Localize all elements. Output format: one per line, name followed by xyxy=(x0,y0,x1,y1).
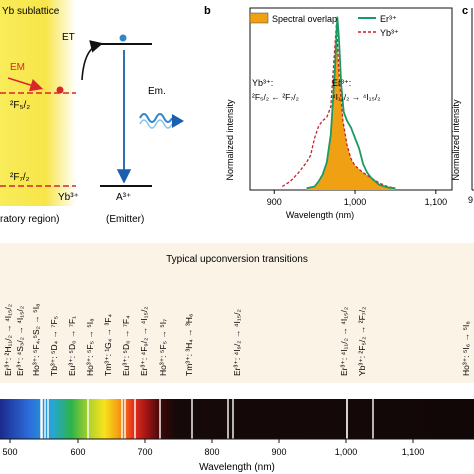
b-annotation-yb-transition: ²F₅/₂ ← ²F₇/₂ xyxy=(252,92,299,102)
labels-background xyxy=(0,243,474,383)
sensitizer-region xyxy=(0,0,76,206)
panel-spectrum: Typical upconversion transitions Er³⁺: ²… xyxy=(0,243,474,473)
lower-level-label: ²F₇/₂ xyxy=(10,172,30,183)
transition-label: Er³⁺: ⁴I₉/₂ → ⁴I₁₅/₂ xyxy=(232,309,242,376)
transition-label: Eu³⁺: ⁵D₀ → ⁷F₁ xyxy=(67,316,77,376)
legend-swatch-overlap xyxy=(249,12,269,24)
b-xlabel: Wavelength (nm) xyxy=(286,210,354,220)
upper-level-label: ²F₅/₂ xyxy=(10,100,30,111)
spectrum-xtick-label: 600 xyxy=(70,447,85,457)
transition-label: Tm³⁺: ¹G₄ → ³F₄ xyxy=(103,314,113,376)
spectrum-axis: 500 600 700 800 900 1,000 1,100 xyxy=(0,438,474,457)
transition-label: Eu³⁺: ⁵D₀ → ⁷F₄ xyxy=(121,315,131,376)
panel-c-letter: c xyxy=(462,5,468,17)
sublattice-header: Yb sublattice xyxy=(2,6,60,17)
acceptor-electron xyxy=(119,34,127,42)
region-label: ratory region) xyxy=(0,214,59,225)
emission-wave xyxy=(139,113,173,123)
b-xtick-label: 1,000 xyxy=(344,197,367,207)
transition-label: Er³⁺: ²H₁₁/₂ → ⁴I₁₅/₂ xyxy=(3,304,13,376)
connector-strip xyxy=(0,383,474,399)
series-er-line xyxy=(306,16,396,190)
emitter-label: (Emitter) xyxy=(106,214,144,225)
emission-wave-arrowhead xyxy=(172,114,184,128)
transition-label: Er³⁺: ⁴F₉/₂ → ⁴I₁₅/₂ xyxy=(139,306,149,376)
legend-label-er: Er³⁺ xyxy=(380,14,397,24)
transition-label: Ho³⁺: ⁵F₅ → ⁵I₇ xyxy=(158,319,168,376)
b-ylabel: Normalized intensity xyxy=(225,99,235,181)
em-label: EM xyxy=(10,62,25,73)
spectrum-xlabel: Wavelength (nm) xyxy=(199,462,275,473)
panel-b-letter: b xyxy=(204,5,211,17)
b-annotation-er-transition: ⁴I₁₁/₂ → ⁴I₁₅/₂ xyxy=(332,92,381,102)
spectrum-xtick-label: 800 xyxy=(204,447,219,457)
transition-label: Ho³⁺: ⁵F₄,⁵S₂ → ⁵I₈ xyxy=(31,303,41,376)
spectrum-title: Typical upconversion transitions xyxy=(166,254,308,265)
spectrum-xtick-label: 500 xyxy=(2,447,17,457)
panel-a: Yb sublattice EM ²F₅/₂ ²F₇/₂ Yb³⁺ ratory… xyxy=(0,0,184,225)
emission-wave-glow xyxy=(139,119,173,129)
acceptor-ion-label: A³⁺ xyxy=(116,192,131,203)
transition-label: Ho³⁺: ⁵I₆ → ⁵I₈ xyxy=(461,321,471,376)
b-annotation-yb: Yb³⁺: xyxy=(252,78,273,88)
c-tick: 9 xyxy=(468,195,473,205)
b-annotation-er: Er³⁺: xyxy=(332,78,351,88)
transition-label: Yb³⁺: ²F₅/₂ → ²F₇/₂ xyxy=(357,307,367,376)
c-ylabel: Normalized intensity xyxy=(451,99,461,181)
b-xtick-label: 1,100 xyxy=(425,197,448,207)
spectrum-xtick-label: 1,000 xyxy=(335,447,358,457)
spectrum-bar xyxy=(0,399,474,439)
spectrum-xtick-label: 1,100 xyxy=(402,447,425,457)
panel-b: b Normalized intensity 900 1,000 1,100 Wav… xyxy=(204,5,453,220)
legend-label-overlap: Spectral overlap xyxy=(272,14,337,24)
spectrum-xtick-label: 700 xyxy=(137,447,152,457)
b-plot-area: 900 1,000 1,100 xyxy=(249,7,453,207)
spectrum-xtick-label: 900 xyxy=(271,447,286,457)
transition-label: Er³⁺: ⁴I₁₁/₂ → ⁴I₁₅/₂ xyxy=(339,307,349,376)
transition-label: Er³⁺: ⁴S₃/₂ → ⁴I₁₅/₂ xyxy=(15,306,25,376)
et-label: ET xyxy=(62,32,75,43)
spectrum-marks xyxy=(40,399,374,439)
transition-label: Ho³⁺: ⁵F₅ → ⁵I₈ xyxy=(85,318,95,376)
energy-transfer-arrow xyxy=(81,40,104,81)
transition-label: Tm³⁺: ³H₄ → ³H₆ xyxy=(184,314,194,376)
em-arrow xyxy=(7,77,44,92)
excited-electron xyxy=(56,86,64,94)
emission-label: Em. xyxy=(148,86,166,97)
panel-c: c Normalized intensity 9 xyxy=(451,5,474,205)
legend-label-yb: Yb³⁺ xyxy=(380,28,399,38)
overlap-area xyxy=(306,35,396,191)
transition-label: Tb³⁺: ⁵D₄ → ⁷F₅ xyxy=(49,316,59,376)
series-yb-line xyxy=(281,23,396,189)
b-xtick-label: 900 xyxy=(267,197,282,207)
donor-ion-label: Yb³⁺ xyxy=(58,192,79,203)
